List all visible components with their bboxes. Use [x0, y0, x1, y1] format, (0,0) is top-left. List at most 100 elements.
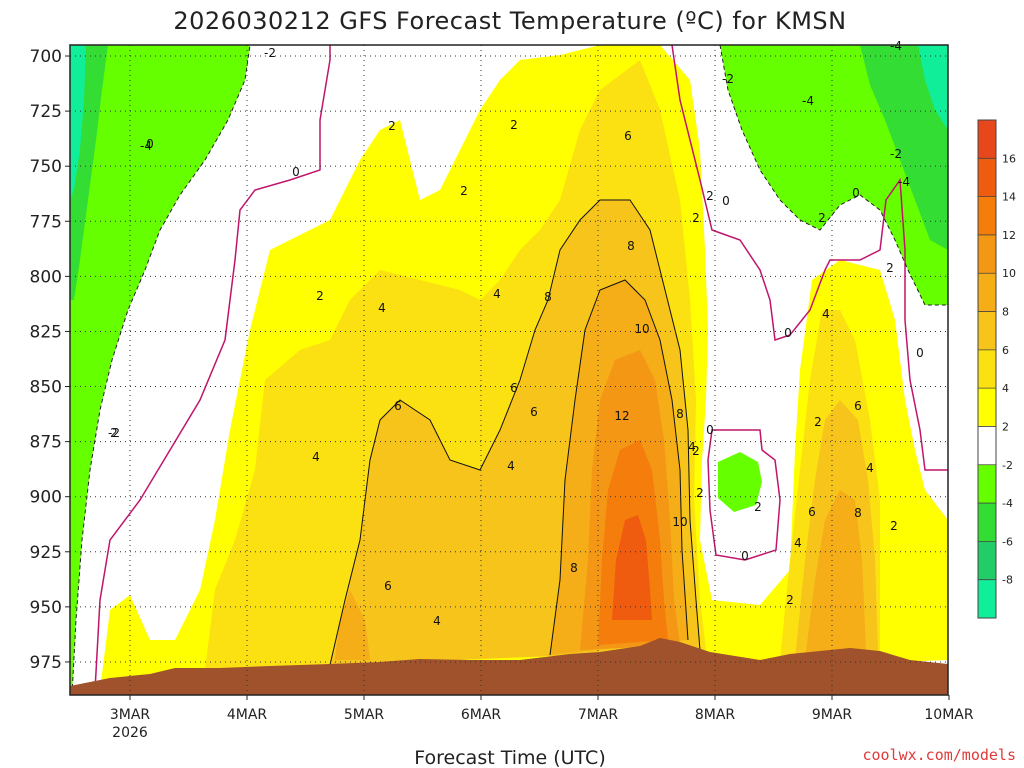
contour-label: 4 — [507, 459, 515, 473]
contour-label: 4 — [794, 536, 802, 550]
colorbar-swatch — [978, 196, 996, 236]
colorbar-label: 4 — [1002, 382, 1009, 395]
contour-label: 6 — [510, 381, 518, 395]
colorbar-swatch — [978, 158, 996, 198]
colorbar-label: -8 — [1002, 574, 1013, 587]
terrain-ground — [70, 638, 948, 695]
colorbar-label: -6 — [1002, 535, 1013, 548]
x-tick-label: 7MAR — [578, 707, 619, 723]
contour-label: 2 — [814, 415, 822, 429]
contour-label: 2 — [460, 184, 468, 198]
contour-line-warm-eight — [549, 279, 689, 656]
contour-label: 6 — [808, 505, 816, 519]
colorbar-swatch — [978, 349, 996, 389]
contour-label: 6 — [530, 405, 538, 419]
x-tick-label: 5MAR — [344, 707, 385, 723]
colorbar-swatch — [978, 464, 996, 504]
contour-label: 2 — [510, 118, 518, 132]
contour-label: 2 — [786, 593, 794, 607]
contour-label: 2 — [754, 500, 762, 514]
colorbar-swatch — [978, 426, 996, 466]
x-axis: 3MAR 4MAR 5MAR 6MAR 7MAR 8MAR 9MAR 10MAR 2026 — [110, 695, 974, 741]
contour-label: 2 — [692, 211, 700, 225]
contour-label: 2 — [692, 444, 700, 458]
contour-label: 2 — [886, 261, 894, 275]
contour-label: 8 — [676, 407, 684, 421]
contour-label: 0 — [741, 549, 749, 563]
temp-region-warm-14 — [612, 515, 652, 620]
x-tick-label: 4MAR — [227, 707, 268, 723]
x-tick-label: 9MAR — [812, 707, 853, 723]
contour-label: 2 — [818, 211, 826, 225]
contour-label: 0 — [916, 346, 924, 360]
contour-label: -2 — [264, 46, 276, 60]
x-tick-label: 10MAR — [924, 707, 973, 723]
contour-label: 0 — [852, 186, 860, 200]
y-tick-label: 900 — [30, 488, 62, 508]
y-tick-label: 850 — [30, 378, 62, 398]
contour-label: 10 — [672, 515, 687, 529]
y-tick-label: 700 — [30, 47, 62, 67]
colorbar-label: 6 — [1002, 344, 1009, 357]
contour-label: 4 — [866, 461, 874, 475]
contour-label: 6 — [624, 129, 632, 143]
contour-label: 6 — [394, 399, 402, 413]
contour-line-minus-two-west — [71, 44, 251, 696]
temp-region-very-cold-east — [860, 45, 948, 250]
colorbar-frame — [977, 119, 997, 619]
contour-label: 2 — [316, 289, 324, 303]
colorbar-swatch — [978, 579, 996, 619]
contour-label: 4 — [822, 307, 830, 321]
colorbar-label: 10 — [1002, 267, 1016, 280]
contour-label: -4 — [898, 175, 910, 189]
colorbar-swatch — [978, 120, 996, 159]
contour-label: -2 — [722, 72, 734, 86]
y-tick-label: 725 — [30, 102, 62, 122]
contour-label: 0 — [146, 137, 154, 151]
contour-label: 6 — [854, 399, 862, 413]
x-year-label: 2026 — [112, 725, 148, 741]
y-tick-label: 800 — [30, 267, 62, 287]
contour-line-minus-two-east — [719, 44, 948, 306]
colorbar: 16 14 12 10 8 6 4 2 -2 -4 -6 -8 — [977, 119, 1016, 619]
colorbar-swatch — [978, 273, 996, 313]
contour-label: 4 — [312, 450, 320, 464]
contour-line-zero-west — [94, 45, 331, 691]
y-tick-label: 975 — [30, 653, 62, 673]
colorbar-label: 8 — [1002, 306, 1009, 319]
colorbar-label: 12 — [1002, 229, 1016, 242]
colorbar-swatch — [978, 388, 996, 427]
temp-region-coldest-east — [918, 45, 948, 130]
contour-label: 6 — [384, 579, 392, 593]
contour-label: -2 — [890, 147, 902, 161]
contour-label: 4 — [433, 614, 441, 628]
temp-region-coldest-west — [70, 45, 86, 200]
chart-title: 2026030212 GFS Forecast Temperature (ºC)… — [173, 7, 846, 35]
contour-label: 2 — [696, 486, 704, 500]
x-tick-label: 3MAR — [110, 707, 151, 723]
y-tick-label: 925 — [30, 543, 62, 563]
y-tick-label: 950 — [30, 598, 62, 618]
contour-label: 2 — [706, 189, 714, 203]
contour-label: -4 — [802, 94, 814, 108]
contour-label: 0 — [722, 194, 730, 208]
contour-label: 4 — [378, 301, 386, 315]
contour-label: 8 — [854, 506, 862, 520]
colorbar-swatch — [978, 503, 996, 542]
y-tick-label: 875 — [30, 433, 62, 453]
contour-label: 10 — [634, 322, 649, 336]
y-tick-label: 775 — [30, 212, 62, 232]
colorbar-label: 16 — [1002, 152, 1016, 165]
contour-label: 0 — [784, 326, 792, 340]
contour-label: 8 — [627, 239, 635, 253]
contour-label: 4 — [688, 440, 696, 454]
contour-label: 8 — [570, 561, 578, 575]
x-tick-label: 8MAR — [695, 707, 736, 723]
x-tick-label: 6MAR — [461, 707, 502, 723]
contour-label: -4 — [890, 39, 902, 53]
y-tick-label: 825 — [30, 322, 62, 342]
colorbar-label: -2 — [1002, 459, 1013, 472]
temp-region-cold-west — [70, 45, 250, 695]
x-axis-label: Forecast Time (UTC) — [414, 747, 605, 768]
